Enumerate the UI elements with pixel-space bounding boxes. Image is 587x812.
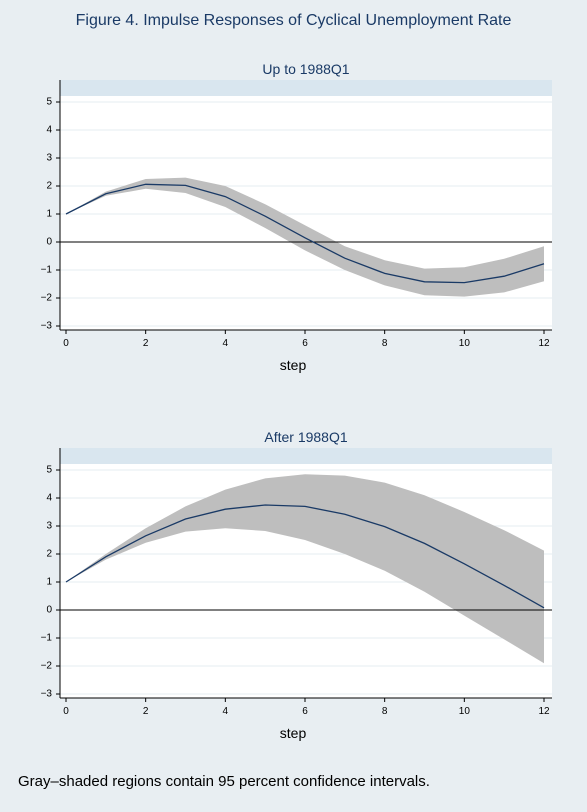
x-tick-label: 10 xyxy=(459,706,471,717)
impulse-response-line xyxy=(65,504,545,609)
x-tick-label: 4 xyxy=(223,338,229,349)
x-tick-label: 8 xyxy=(382,706,388,717)
y-tick-label: −1 xyxy=(41,633,53,644)
x-tick-label: 6 xyxy=(302,338,308,349)
x-axis-label: step xyxy=(280,725,307,741)
panel-title: After 1988Q1 xyxy=(264,429,347,445)
x-tick-label: 0 xyxy=(63,706,69,717)
x-axis-label: step xyxy=(280,357,307,373)
x-tick-label: 2 xyxy=(143,706,149,717)
y-tick-label: 5 xyxy=(46,97,52,108)
y-tick-label: −3 xyxy=(41,321,53,332)
y-tick-label: 3 xyxy=(46,521,52,532)
y-tick-label: 4 xyxy=(46,493,52,504)
y-tick-label: 3 xyxy=(46,153,52,164)
y-tick-label: 0 xyxy=(46,605,52,616)
panel-header-strip xyxy=(60,448,552,464)
panel-title: Up to 1988Q1 xyxy=(262,61,349,77)
y-tick-label: 5 xyxy=(46,465,52,476)
y-tick-label: −1 xyxy=(41,265,53,276)
x-tick-label: 12 xyxy=(538,706,550,717)
y-tick-label: 1 xyxy=(46,577,52,588)
y-tick-label: 2 xyxy=(46,549,52,560)
x-tick-label: 10 xyxy=(459,338,471,349)
impulse-response-line xyxy=(65,183,545,284)
y-tick-label: −2 xyxy=(41,293,53,304)
y-tick-label: 0 xyxy=(46,237,52,248)
x-tick-label: 8 xyxy=(382,338,388,349)
footnote: Gray–shaded regions contain 95 percent c… xyxy=(18,773,430,790)
x-tick-label: 12 xyxy=(538,338,550,349)
confidence-band xyxy=(66,474,544,664)
panel-header-strip xyxy=(60,80,552,96)
y-tick-label: 1 xyxy=(46,209,52,220)
x-tick-label: 2 xyxy=(143,338,149,349)
y-tick-label: 4 xyxy=(46,125,52,136)
y-tick-label: −3 xyxy=(41,689,53,700)
y-tick-label: −2 xyxy=(41,661,53,672)
figure-title: Figure 4. Impulse Responses of Cyclical … xyxy=(75,12,512,29)
x-tick-label: 6 xyxy=(302,706,308,717)
x-tick-label: 0 xyxy=(63,338,69,349)
y-tick-label: 2 xyxy=(46,181,52,192)
x-tick-label: 4 xyxy=(223,706,229,717)
